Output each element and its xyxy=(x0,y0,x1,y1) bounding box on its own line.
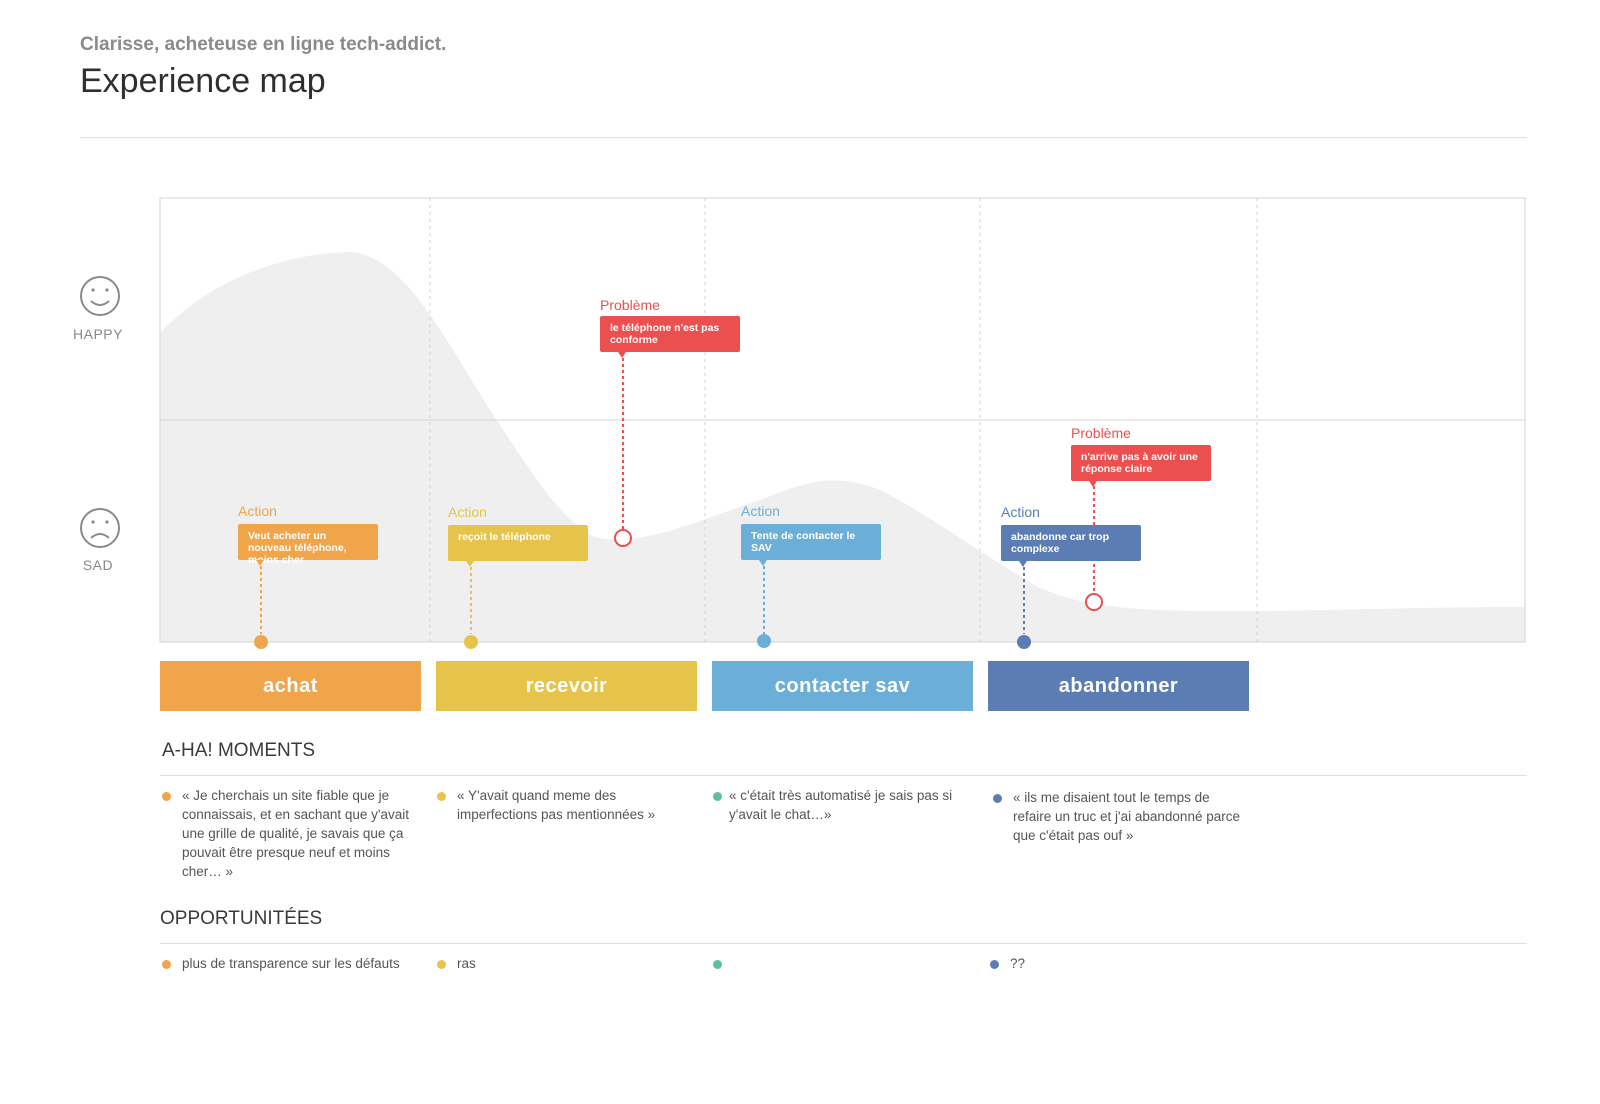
opportunite-item: plus de transparence sur les défauts xyxy=(182,956,400,971)
marker-achat xyxy=(254,635,268,649)
opportunite-item: ras xyxy=(457,956,476,971)
callout-contacter-box: Tente de contacter le SAV xyxy=(741,524,881,566)
sad-label: SAD xyxy=(82,557,114,573)
callout-achat-title: Action xyxy=(238,503,277,519)
opportunite-bullet xyxy=(990,960,999,969)
stage-abandonner: abandonner xyxy=(988,661,1249,711)
callout-probleme-abandonner-title: Problème xyxy=(1071,425,1131,441)
aha-bullet xyxy=(993,794,1002,803)
callout-abandonner-box: abandonne car trop complexe xyxy=(1001,525,1141,567)
marker-recevoir xyxy=(464,635,478,649)
stage-contacter-sav: contacter sav xyxy=(712,661,973,711)
callout-probleme-abandonner-box: n'arrive pas à avoir une réponse claire xyxy=(1071,445,1211,487)
aha-section-title: A-HA! MOMENTS xyxy=(162,740,316,761)
opportunites-divider xyxy=(160,943,1527,944)
opportunite-bullet xyxy=(713,960,722,969)
aha-divider xyxy=(160,775,1527,776)
opportunite-item: ?? xyxy=(1010,956,1026,971)
marker-probleme-recevoir xyxy=(614,529,632,547)
aha-item: « c'était très automatisé je sais pas si… xyxy=(729,788,953,822)
marker-probleme-abandonner xyxy=(1085,593,1103,611)
callout-abandonner-title: Action xyxy=(1001,504,1040,520)
callout-probleme-recevoir-box: le téléphone n'est pas conforme xyxy=(600,316,740,358)
marker-abandonner xyxy=(1017,635,1031,649)
callout-probleme-recevoir-title: Problème xyxy=(600,297,660,313)
opportunites-section-title: OPPORTUNITÉES xyxy=(160,908,323,929)
aha-item: « ils me disaient tout le temps de refai… xyxy=(1013,790,1240,843)
aha-item: « Je cherchais un site fiable que je con… xyxy=(182,788,409,879)
callout-contacter-title: Action xyxy=(741,503,780,519)
smiley-icon xyxy=(80,276,120,316)
opportunite-bullet xyxy=(437,960,446,969)
aha-bullet xyxy=(437,792,446,801)
stage-achat: achat xyxy=(160,661,421,711)
callout-achat-box: Veut acheter un nouveau téléphone, moins… xyxy=(238,524,378,566)
aha-bullet xyxy=(713,792,722,801)
header-divider xyxy=(80,137,1527,138)
aha-bullet xyxy=(162,792,171,801)
aha-item: « Y'avait quand meme des imperfections p… xyxy=(457,788,656,822)
callout-recevoir-title: Action xyxy=(448,504,487,520)
callout-recevoir-box: reçoit le téléphone xyxy=(448,525,588,567)
happy-label: HAPPY xyxy=(73,326,123,342)
emotion-curve xyxy=(160,251,1525,643)
persona-subtitle: Clarisse, acheteuse en ligne tech-addict… xyxy=(80,34,447,55)
stage-recevoir: recevoir xyxy=(436,661,697,711)
sad-face-icon xyxy=(80,508,120,548)
marker-contacter xyxy=(757,634,771,648)
opportunite-bullet xyxy=(162,960,171,969)
page-title: Experience map xyxy=(80,62,326,100)
